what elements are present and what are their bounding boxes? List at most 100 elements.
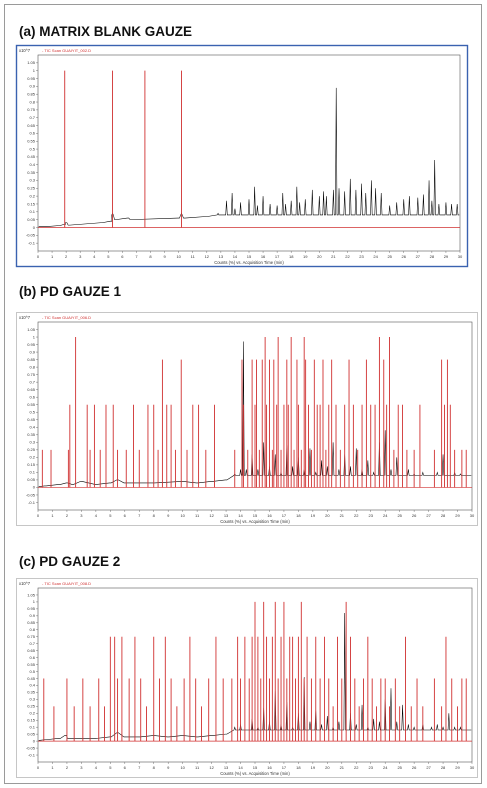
x-tick-label: 20 — [317, 254, 322, 259]
x-tick-label: 7 — [138, 513, 141, 518]
y-tick-label: 0.8 — [29, 364, 35, 369]
y-tick-label: 0.35 — [27, 170, 36, 175]
x-tick-label: 0 — [37, 765, 40, 770]
y-tick-label: 0.2 — [29, 455, 35, 460]
y-tick-label: 0 — [33, 738, 36, 743]
y-tick-label: 0.75 — [27, 372, 36, 377]
y-tick-label: 0.2 — [29, 711, 35, 716]
x-tick-label: 15 — [253, 513, 258, 518]
y-tick-label: 0.5 — [29, 146, 35, 151]
x-tick-label: 1 — [51, 765, 54, 770]
x-tick-label: 3 — [80, 765, 83, 770]
y-tick-label: 1 — [33, 334, 36, 339]
x-tick-label: 21 — [340, 765, 345, 770]
x-tick-label: 28 — [441, 513, 446, 518]
panel-a-heading: (a) MATRIX BLANK GAUZE — [19, 24, 192, 39]
y-tick-label: 0.95 — [27, 606, 36, 611]
y-tick-label: 0.9 — [29, 84, 35, 89]
y-tick-label: 0.25 — [27, 704, 36, 709]
x-tick-label: 13 — [219, 254, 224, 259]
x-tick-label: 7 — [138, 765, 141, 770]
x-tick-label: 4 — [95, 513, 98, 518]
x-tick-label: 10 — [180, 513, 185, 518]
y-tick-label: 0.8 — [29, 627, 35, 632]
y-tick-label: 0.6 — [29, 131, 35, 136]
x-tick-label: 14 — [238, 765, 243, 770]
y-tick-label: 0.35 — [27, 432, 36, 437]
x-tick-label: 8 — [149, 254, 152, 259]
x-tick-label: 16 — [267, 765, 272, 770]
legend-entry: - TIC Scan GUAIYIT_006.D — [42, 315, 91, 320]
x-tick-label: 22 — [354, 765, 359, 770]
y-tick-label: 0.4 — [29, 425, 35, 430]
y-tick-label: 0.7 — [29, 115, 35, 120]
y-tick-label: 0.7 — [29, 379, 35, 384]
x-tick-label: 26 — [402, 254, 407, 259]
y-tick-label: 0.45 — [27, 154, 36, 159]
x-tick-label: 11 — [191, 254, 196, 259]
x-axis-label: Counts (%) vs. Acquisition Time (min) — [220, 771, 290, 776]
y-tick-label: 0.65 — [27, 123, 36, 128]
y-tick-label: 1 — [33, 599, 36, 604]
y-tick-label: -0.1 — [28, 500, 36, 505]
chart-matrix-blank-gauze: x10^7 - TIC Scan GUAIYIT_002.D -0.1 -0.05 0 0… — [15, 44, 469, 268]
y-axis-label: x10^7 — [19, 48, 31, 53]
x-tick-label: 28 — [430, 254, 435, 259]
y-tick-label: 1.05 — [27, 327, 36, 332]
y-tick-label: 0.15 — [27, 462, 36, 467]
x-tick-label: 27 — [416, 254, 421, 259]
x-tick-label: 30 — [470, 765, 475, 770]
x-tick-label: 23 — [369, 513, 374, 518]
x-tick-label: 5 — [107, 254, 110, 259]
y-tick-label: 0.85 — [27, 620, 36, 625]
y-tick-label: -0.1 — [28, 240, 36, 245]
x-tick-label: 26 — [412, 513, 417, 518]
x-tick-label: 2 — [66, 765, 69, 770]
x-tick-label: 11 — [195, 513, 200, 518]
y-tick-label: 0.85 — [27, 92, 36, 97]
x-tick-label: 20 — [325, 513, 330, 518]
x-tick-label: 30 — [470, 513, 475, 518]
plot-area — [37, 54, 461, 252]
y-tick-label: 0.25 — [27, 186, 36, 191]
x-tick-label: 25 — [397, 513, 402, 518]
y-tick-label: 0.1 — [29, 209, 35, 214]
x-tick-label: 4 — [95, 765, 98, 770]
x-tick-label: 15 — [247, 254, 252, 259]
x-tick-label: 2 — [66, 513, 69, 518]
y-tick-label: 0.05 — [27, 477, 36, 482]
y-axis-label: x10^7 — [19, 315, 31, 320]
panel-c-heading: (c) PD GAUZE 2 — [19, 554, 121, 569]
x-tick-label: 5 — [109, 765, 112, 770]
x-tick-label: 14 — [238, 513, 243, 518]
x-tick-label: 15 — [253, 765, 258, 770]
y-tick-label: -0.05 — [26, 745, 36, 750]
y-tick-label: 0.4 — [29, 683, 35, 688]
y-tick-label: -0.05 — [26, 233, 36, 238]
x-tick-label: 23 — [359, 254, 364, 259]
y-tick-label: 0.5 — [29, 669, 35, 674]
x-tick-label: 21 — [340, 513, 345, 518]
x-tick-label: 12 — [205, 254, 210, 259]
x-tick-label: 17 — [275, 254, 280, 259]
x-tick-label: 21 — [331, 254, 336, 259]
x-tick-label: 13 — [224, 513, 229, 518]
y-tick-label: 0.15 — [27, 201, 36, 206]
y-tick-label: 0.3 — [29, 178, 35, 183]
x-tick-label: 2 — [65, 254, 68, 259]
y-tick-label: 0.45 — [27, 676, 36, 681]
x-tick-label: 9 — [167, 513, 170, 518]
y-tick-label: 0.9 — [29, 613, 35, 618]
y-tick-label: 0.25 — [27, 447, 36, 452]
y-tick-label: 0.55 — [27, 139, 36, 144]
y-tick-label: 0.05 — [27, 731, 36, 736]
y-tick-label: 0.65 — [27, 648, 36, 653]
y-tick-label: 0.15 — [27, 718, 36, 723]
y-tick-label: 0.85 — [27, 357, 36, 362]
x-tick-label: 17 — [282, 765, 287, 770]
legend-entry: - TIC Scan GUAIYIT_002.D — [42, 48, 91, 53]
x-tick-label: 29 — [444, 254, 449, 259]
y-tick-label: 1 — [33, 68, 36, 73]
x-tick-label: 16 — [261, 254, 266, 259]
x-tick-label: 25 — [387, 254, 392, 259]
